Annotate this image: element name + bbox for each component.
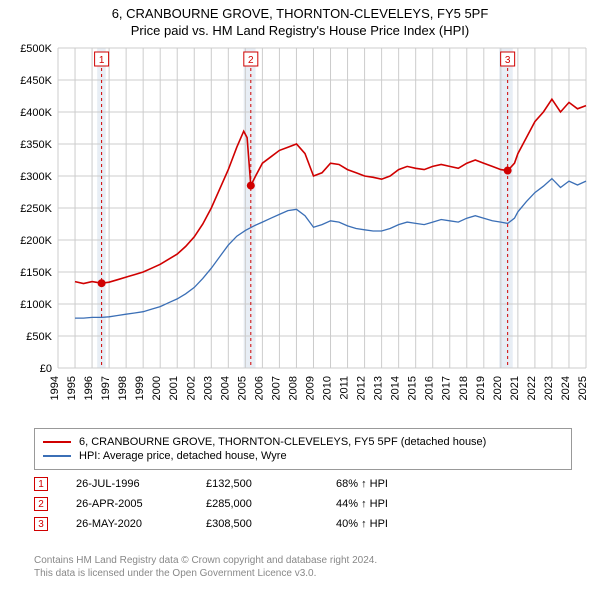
y-tick-label: £200K <box>20 235 52 247</box>
event-marker-number: 2 <box>248 55 254 66</box>
legend-box: 6, CRANBOURNE GROVE, THORNTON-CLEVELEYS,… <box>34 428 572 470</box>
x-tick-label: 2023 <box>543 376 555 400</box>
event-row-date: 26-JUL-1996 <box>76 478 206 490</box>
y-tick-label: £400K <box>20 107 52 119</box>
x-tick-label: 2005 <box>236 376 248 400</box>
footer-attribution: Contains HM Land Registry data © Crown c… <box>34 554 572 580</box>
event-row-marker: 3 <box>34 517 48 531</box>
x-tick-label: 2014 <box>390 376 402 400</box>
x-tick-label: 2001 <box>168 376 180 400</box>
y-tick-label: £350K <box>20 139 52 151</box>
x-tick-label: 2012 <box>356 376 368 400</box>
x-tick-label: 1994 <box>49 376 61 400</box>
x-tick-label: 1996 <box>83 376 95 400</box>
event-row-price: £308,500 <box>206 518 336 530</box>
x-tick-label: 2010 <box>322 376 334 400</box>
x-tick-label: 2008 <box>287 376 299 400</box>
x-tick-label: 2006 <box>253 376 265 400</box>
event-row-price: £132,500 <box>206 478 336 490</box>
event-dot <box>247 182 255 190</box>
event-marker-number: 1 <box>99 55 105 66</box>
event-row: 2 26-APR-2005£285,00044% ↑ HPI <box>34 494 572 514</box>
event-row: 3 26-MAY-2020£308,50040% ↑ HPI <box>34 514 572 534</box>
legend-swatch <box>43 441 71 443</box>
y-tick-label: £250K <box>20 203 52 215</box>
event-dot <box>504 167 512 175</box>
x-tick-label: 2025 <box>577 376 589 400</box>
legend-label: 6, CRANBOURNE GROVE, THORNTON-CLEVELEYS,… <box>79 436 486 448</box>
footer-line1: Contains HM Land Registry data © Crown c… <box>34 554 572 567</box>
x-tick-label: 2004 <box>219 376 231 400</box>
x-tick-label: 2000 <box>151 376 163 400</box>
x-tick-label: 2007 <box>270 376 282 400</box>
x-tick-label: 2013 <box>373 376 385 400</box>
y-tick-label: £150K <box>20 267 52 279</box>
x-tick-label: 2002 <box>185 376 197 400</box>
event-row-delta: 40% ↑ HPI <box>336 518 388 530</box>
footer-line2: This data is licensed under the Open Gov… <box>34 567 572 580</box>
x-tick-label: 2021 <box>509 376 521 400</box>
x-tick-label: 2019 <box>475 376 487 400</box>
x-tick-label: 2017 <box>441 376 453 400</box>
x-tick-label: 1997 <box>100 376 112 400</box>
legend-row: HPI: Average price, detached house, Wyre <box>43 449 563 463</box>
x-tick-label: 2011 <box>339 376 351 400</box>
x-tick-label: 1995 <box>66 376 78 400</box>
chart-svg: £0 £50K £100K £150K £200K £250K £300K £350K £400… <box>0 44 600 420</box>
event-row-price: £285,000 <box>206 498 336 510</box>
x-tick-label: 2022 <box>526 376 538 400</box>
legend-label: HPI: Average price, detached house, Wyre <box>79 450 287 462</box>
x-tick-label: 2020 <box>492 376 504 400</box>
event-row-date: 26-APR-2005 <box>76 498 206 510</box>
y-tick-label: £450K <box>20 75 52 87</box>
y-tick-label: £500K <box>20 44 52 55</box>
legend-swatch <box>43 455 71 457</box>
event-row-delta: 68% ↑ HPI <box>336 478 388 490</box>
x-tick-label: 2024 <box>560 376 572 400</box>
event-row-date: 26-MAY-2020 <box>76 518 206 530</box>
x-tick-label: 2016 <box>424 376 436 400</box>
events-table: 1 26-JUL-1996£132,50068% ↑ HPI 2 26-APR-200… <box>34 474 572 534</box>
event-row-marker: 1 <box>34 477 48 491</box>
legend-row: 6, CRANBOURNE GROVE, THORNTON-CLEVELEYS,… <box>43 435 563 449</box>
y-tick-label: £100K <box>20 299 52 311</box>
y-tick-label: £50K <box>26 331 52 343</box>
y-tick-label: £0 <box>40 363 52 375</box>
x-tick-label: 2018 <box>458 376 470 400</box>
event-row-delta: 44% ↑ HPI <box>336 498 388 510</box>
event-dot <box>98 279 106 287</box>
chart-area: £0 £50K £100K £150K £200K £250K £300K £350K £400… <box>0 44 600 420</box>
event-marker-number: 3 <box>505 55 511 66</box>
event-row: 1 26-JUL-1996£132,50068% ↑ HPI <box>34 474 572 494</box>
x-tick-label: 2015 <box>407 376 419 400</box>
x-tick-label: 2003 <box>202 376 214 400</box>
chart-title-line2: Price paid vs. HM Land Registry's House … <box>0 21 600 38</box>
x-tick-label: 1998 <box>117 376 129 400</box>
event-row-marker: 2 <box>34 497 48 511</box>
x-tick-label: 1999 <box>134 376 146 400</box>
x-tick-label: 2009 <box>304 376 316 400</box>
chart-title-line1: 6, CRANBOURNE GROVE, THORNTON-CLEVELEYS,… <box>0 0 600 21</box>
y-tick-label: £300K <box>20 171 52 183</box>
